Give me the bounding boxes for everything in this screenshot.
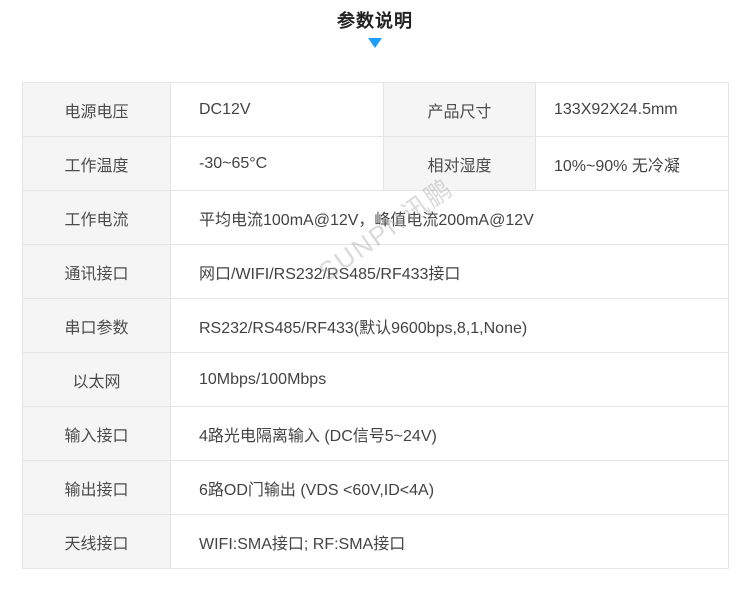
- spec-label-output-interface: 输出接口: [22, 460, 171, 515]
- spec-label-input-interface: 输入接口: [22, 406, 171, 461]
- spec-value-comm-interface: 网口/WIFI/RS232/RS485/RF433接口: [170, 244, 729, 299]
- spec-label-serial-params: 串口参数: [22, 298, 171, 353]
- table-row: 电源电压 DC12V 产品尺寸 133X92X24.5mm: [22, 82, 729, 137]
- table-row: 输出接口 6路OD门输出 (VDS <60V,ID<4A): [22, 460, 729, 515]
- spec-table-container: 电源电压 DC12V 产品尺寸 133X92X24.5mm 工作温度 -30~6…: [22, 82, 729, 569]
- spec-value-product-size: 133X92X24.5mm: [535, 82, 729, 137]
- spec-label-comm-interface: 通讯接口: [22, 244, 171, 299]
- spec-value-power-voltage: DC12V: [170, 82, 384, 137]
- page-header: 参数说明: [0, 0, 750, 48]
- spec-value-antenna-interface: WIFI:SMA接口; RF:SMA接口: [170, 514, 729, 569]
- spec-value-relative-humidity: 10%~90% 无冷凝: [535, 136, 729, 191]
- page-title: 参数说明: [337, 11, 413, 31]
- spec-label-antenna-interface: 天线接口: [22, 514, 171, 569]
- table-row: 以太网 10Mbps/100Mbps: [22, 352, 729, 407]
- triangle-down-icon: [368, 38, 382, 48]
- spec-value-output-interface: 6路OD门输出 (VDS <60V,ID<4A): [170, 460, 729, 515]
- table-row: 工作电流 平均电流100mA@12V，峰值电流200mA@12V: [22, 190, 729, 245]
- spec-value-input-interface: 4路光电隔离输入 (DC信号5~24V): [170, 406, 729, 461]
- spec-label-work-current: 工作电流: [22, 190, 171, 245]
- spec-label-product-size: 产品尺寸: [383, 82, 536, 137]
- table-row: 工作温度 -30~65°C 相对湿度 10%~90% 无冷凝: [22, 136, 729, 191]
- spec-label-relative-humidity: 相对湿度: [383, 136, 536, 191]
- table-row: 通讯接口 网口/WIFI/RS232/RS485/RF433接口: [22, 244, 729, 299]
- spec-value-serial-params: RS232/RS485/RF433(默认9600bps,8,1,None): [170, 298, 729, 353]
- spec-label-power-voltage: 电源电压: [22, 82, 171, 137]
- table-row: 输入接口 4路光电隔离输入 (DC信号5~24V): [22, 406, 729, 461]
- spec-label-ethernet: 以太网: [22, 352, 171, 407]
- spec-table: 电源电压 DC12V 产品尺寸 133X92X24.5mm 工作温度 -30~6…: [22, 82, 729, 569]
- spec-value-work-temperature: -30~65°C: [170, 136, 384, 191]
- spec-label-work-temperature: 工作温度: [22, 136, 171, 191]
- spec-value-work-current: 平均电流100mA@12V，峰值电流200mA@12V: [170, 190, 729, 245]
- spec-value-ethernet: 10Mbps/100Mbps: [170, 352, 729, 407]
- table-row: 串口参数 RS232/RS485/RF433(默认9600bps,8,1,Non…: [22, 298, 729, 353]
- table-row: 天线接口 WIFI:SMA接口; RF:SMA接口: [22, 514, 729, 569]
